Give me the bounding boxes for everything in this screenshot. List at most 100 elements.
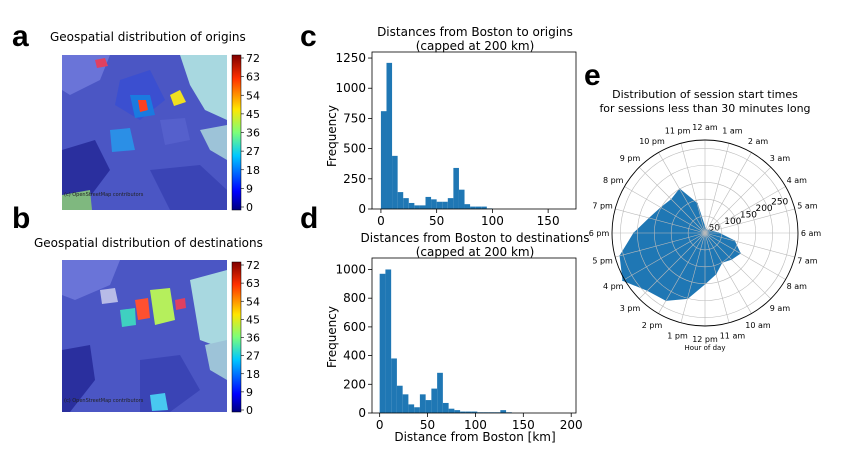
chart-d-title: Distances from Boston to destinations [361,231,590,245]
chart-c-xtick-label: 0 [377,214,385,228]
chart-d-bar [391,358,397,413]
chart-e-radial-tick-label: 100 [724,217,741,227]
chart-d-ytick-label: 800 [343,291,366,305]
chart-e-hour-label: 1 pm [667,331,688,340]
chart-e-radial-tick-label: 250 [771,198,788,208]
chart-c-bar [425,196,432,209]
chart-c-bar [475,206,482,209]
chart-c-bar [386,62,393,209]
chart-e-hour-label: 9 pm [620,154,641,163]
chart-e-hour-label: 11 am [720,331,746,340]
chart-d-bar [442,402,449,413]
chart-e-hour-label: 7 am [797,256,818,265]
chart-e-hour-label: 8 pm [603,176,624,185]
chart-c-bar [408,202,415,209]
map-a-title: Geospatial distribution of origins [50,30,246,44]
chart-c-ytick-label: 0 [358,202,366,216]
chart-c-bar [481,206,487,209]
chart-d-bar [414,407,420,413]
chart-e-angular-gridline [680,232,706,323]
chart-e-hour-label: 11 pm [665,127,691,136]
chart-d-bar [402,394,409,413]
chart-d-bar [454,410,461,413]
chart-d-bar [460,411,466,413]
chart-c-bar [414,205,420,209]
chart-c-bar [436,201,443,209]
chart-e-hour-label: 9 am [770,304,791,313]
map-destinations [62,260,227,412]
chart-e-hour-label: 6 am [801,229,822,238]
colorbar-b-tick-label: 27 [246,350,260,363]
chart-c-ytick-label: 1250 [335,51,366,65]
panel-letter-b: b [12,202,30,235]
colorbar-a-tick-label: 63 [246,71,260,84]
chart-e-hour-label: 8 am [787,282,808,291]
panel-letter-e: e [584,59,601,92]
panel-letter-d: d [300,202,318,235]
chart-e-angular-gridline [615,208,706,234]
chart-e-angular-gridline [704,186,786,234]
chart-d-bar [408,404,415,413]
chart-c-ytick-label: 750 [343,111,366,125]
chart-e-hour-label: 4 am [787,176,808,185]
chart-e-angular-gridline [624,232,706,280]
chart-e-subtitle: for sessions less than 30 minutes long [599,102,810,115]
chart-e-hour-label: 2 pm [642,321,663,330]
chart-e-radial-tick-label: 50 [709,224,721,234]
chart-e-angular-gridline [704,232,771,299]
chart-e-area [619,188,741,301]
chart-e-angular-gridline [704,143,730,234]
panel-letter-a: a [12,20,29,53]
chart-c-bar [442,201,448,209]
chart-c-bar [392,155,398,209]
colorbar-b-tick-label: 0 [246,404,253,417]
chart-d-subtitle: (capped at 200 km) [416,245,535,259]
chart-d-bar [437,372,443,413]
chart-e-angular-gridline [704,208,795,234]
colorbar-a-tick-label: 9 [246,182,253,195]
chart-e-hour-label: 5 am [797,202,818,211]
colorbar-b-tick-label: 9 [246,386,253,399]
chart-e-hour-label: 3 pm [620,304,641,313]
chart-c-title: Distances from Boston to origins [377,25,573,39]
chart-e-angular-gridline [704,152,752,234]
colorbar-b-tick-label: 18 [246,368,260,381]
chart-c-bar [431,199,437,209]
chart-e-hour-label: 12 pm [692,335,718,344]
colorbar-a-tick-label: 72 [246,52,260,65]
chart-c-bar [470,206,476,209]
chart-c-ylabel: Frequency [325,105,339,167]
chart-d-ytick-label: 1000 [335,262,366,276]
chart-e-xlabel: Hour of day [685,344,726,352]
chart-e-hour-label: 2 am [748,137,769,146]
colorbar-b-tick-label: 36 [246,332,260,345]
colorbar-a-tick-label: 54 [246,89,260,102]
chart-e-angular-gridline [639,167,706,234]
chart-e-angular-gridline [639,232,706,299]
map-b-title: Geospatial distribution of destinations [34,236,263,250]
chart-e-angular-gridline [658,232,706,314]
chart-d-xtick-label: 100 [464,418,487,432]
colorbar-b-tick-label: 63 [246,277,260,290]
colorbar-b-tick-label: 72 [246,259,260,272]
chart-d-bar [500,410,507,413]
chart-e-radial-tick-label: 200 [755,204,772,214]
chart-d-bar [465,411,472,413]
chart-d-ytick-label: 0 [358,406,366,420]
chart-e-hour-label: 10 am [745,321,771,330]
chart-d-bar [419,394,426,413]
chart-c-bar [458,189,465,209]
colorbar-a [231,54,242,211]
chart-d-bar [385,269,392,413]
chart-c-xtick-label: 50 [429,214,444,228]
chart-d-xlabel: Distance from Boston [km] [394,430,555,444]
chart-e-angular-gridline [658,152,706,234]
colorbar-a-tick-label: 0 [246,201,253,214]
chart-e-hour-label: 10 pm [639,137,665,146]
chart-d-bar [448,408,455,413]
chart-e-hour-label: 1 am [722,127,743,136]
chart-d-ytick-label: 400 [343,349,366,363]
chart-c-ytick-label: 500 [343,142,366,156]
panel-letter-c: c [300,20,317,53]
